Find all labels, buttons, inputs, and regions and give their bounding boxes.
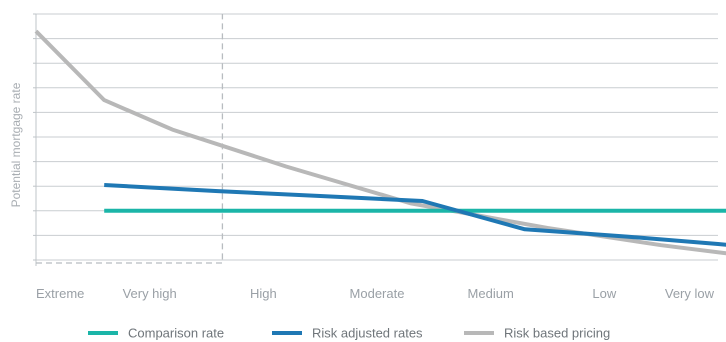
x-tick-label: High xyxy=(250,286,277,301)
series-lines xyxy=(34,29,726,256)
series-line-risk-based-pricing xyxy=(34,29,726,256)
x-tick-label: Very high xyxy=(123,286,177,301)
x-tick-label: Low xyxy=(592,286,616,301)
legend-label: Comparison rate xyxy=(128,326,224,341)
legend-item-comparison-rate: Comparison rate xyxy=(88,326,224,341)
legend-label: Risk adjusted rates xyxy=(312,326,423,341)
x-tick-label: Very low xyxy=(665,286,715,301)
x-tick-labels: Extreme Very high High Moderate Medium Low Ver… xyxy=(36,286,715,301)
grid-lines xyxy=(36,13,718,261)
legend-item-risk-adjusted-rates: Risk adjusted rates xyxy=(272,326,423,341)
legend: Comparison rate Risk adjusted rates Risk b… xyxy=(88,326,610,341)
x-tick-label: Medium xyxy=(468,286,514,301)
highlight-region xyxy=(36,14,224,264)
highlight-dashed-box xyxy=(36,14,224,264)
series-line-risk-adjusted-rates xyxy=(104,183,726,247)
y-axis-label: Potential mortgage rate xyxy=(9,82,23,207)
axes xyxy=(33,13,37,266)
x-tick-label: Moderate xyxy=(350,286,405,301)
legend-label: Risk based pricing xyxy=(504,326,610,341)
legend-item-risk-based-pricing: Risk based pricing xyxy=(464,326,610,341)
x-tick-label: Extreme xyxy=(36,286,84,301)
